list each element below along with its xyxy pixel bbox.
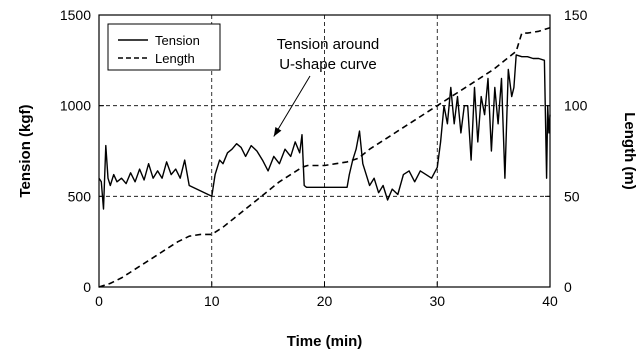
y-axis-title-left: Tension (kgf) [17, 104, 34, 197]
x-tick-label: 0 [95, 293, 103, 309]
series-line-length [98, 26, 551, 288]
x-tick-label: 30 [429, 293, 445, 309]
y-tick-label-right: 150 [564, 7, 588, 23]
annotation: Tension around U-shape curve [273, 36, 380, 137]
annotation-arrowhead [273, 127, 282, 137]
y-tick-label-left: 500 [68, 188, 92, 204]
annotation-arrow [273, 75, 311, 137]
legend-label-length: Length [155, 51, 195, 66]
y-axis-title-right: Length (m) [621, 112, 638, 189]
series-layer [98, 26, 551, 288]
y-tick-label-left: 0 [83, 279, 91, 295]
y-tick-label-right: 0 [564, 279, 572, 295]
legend: Tension Length [107, 23, 221, 71]
y-tick-label-right: 100 [564, 98, 588, 114]
series-line-tension [98, 54, 551, 210]
legend-label-tension: Tension [155, 33, 200, 48]
annotation-line-1: Tension around [277, 36, 380, 53]
x-tick-label: 20 [317, 293, 333, 309]
y-tick-label-left: 1000 [60, 98, 91, 114]
x-tick-label: 10 [204, 293, 220, 309]
y-tick-label-right: 50 [564, 188, 580, 204]
axis-ticks: 0 10 20 30 40 0 500 1000 1500 0 50 100 150 [60, 7, 588, 309]
legend-box [107, 23, 221, 71]
y-tick-label-left: 1500 [60, 7, 91, 23]
annotation-line-2: U-shape curve [279, 56, 377, 73]
x-tick-label: 40 [542, 293, 558, 309]
x-axis-title: Time (min) [287, 333, 363, 350]
